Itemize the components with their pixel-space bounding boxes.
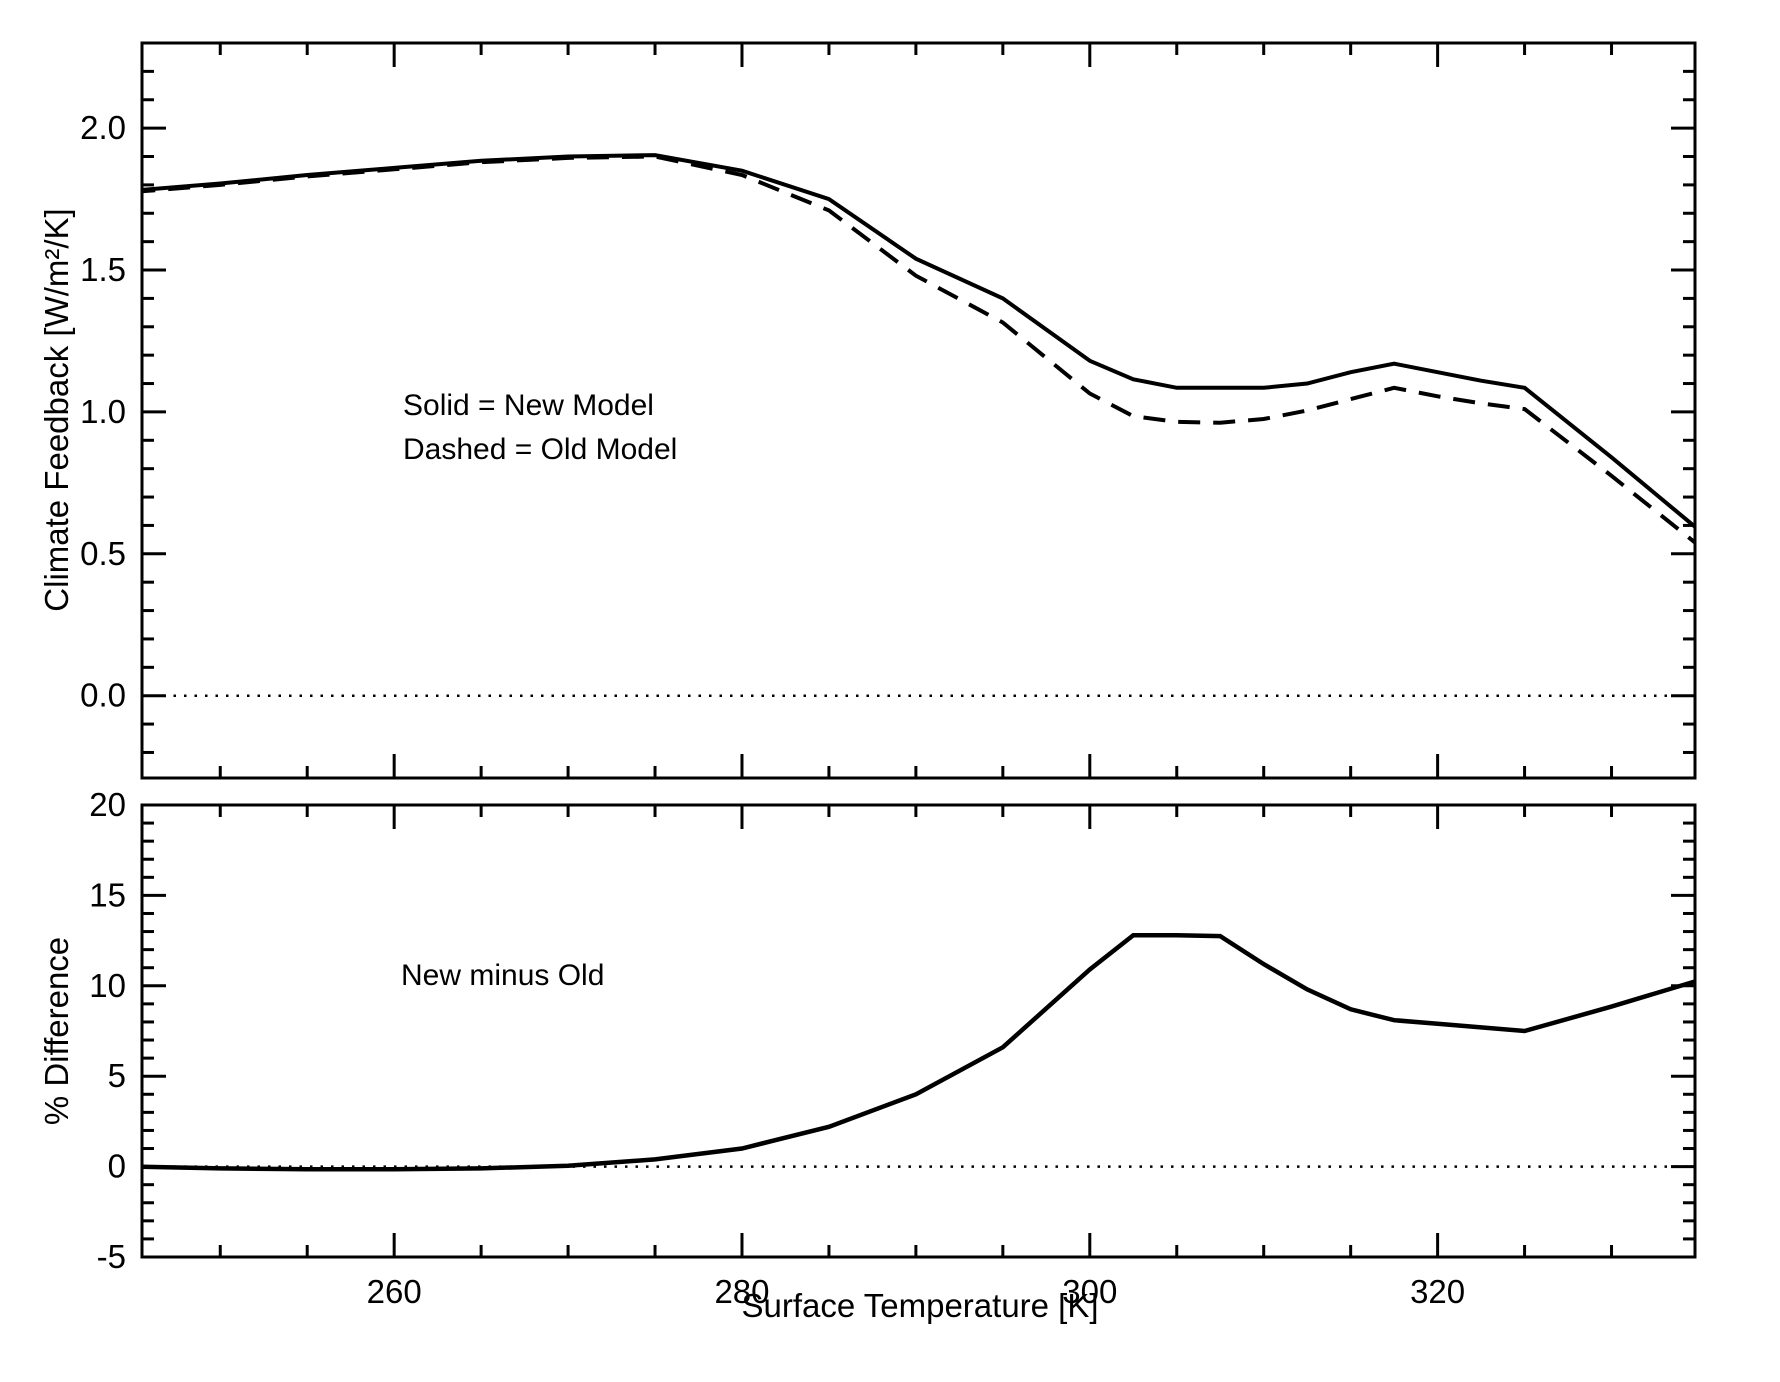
- y-tick-label: 2.0: [80, 109, 126, 146]
- panel-frame-bottom: [140, 803, 1697, 1259]
- x-tick-label: 320: [1410, 1273, 1465, 1310]
- x-axis-label: Surface Temperature [K]: [741, 1287, 1099, 1324]
- bottom-y-axis-label: % Difference: [38, 936, 75, 1126]
- y-tick-label: 0: [108, 1148, 126, 1185]
- old-model-line: [142, 154, 1695, 546]
- x-tick-label: 280: [714, 1273, 769, 1310]
- y-tick-label: 5: [108, 1057, 126, 1094]
- new-minus-old--line: [142, 932, 1695, 1172]
- y-tick-label: 10: [89, 967, 126, 1004]
- top-y-axis-label: Climate Feedback [W/m²/K]: [38, 208, 75, 612]
- new-model-line: [142, 153, 1695, 530]
- y-tick-label: 0.0: [80, 677, 126, 714]
- panel-frame-top: [140, 41, 1697, 780]
- legend-solid-text: Solid = New Model: [403, 389, 654, 422]
- y-tick-label: 20: [89, 786, 126, 823]
- y-tick-label: -5: [97, 1238, 126, 1275]
- x-tick-label: 300: [1062, 1273, 1117, 1310]
- y-tick-label: 0.5: [80, 535, 126, 572]
- difference-annotation: New minus Old: [401, 959, 605, 992]
- x-tick-label: 260: [367, 1273, 422, 1310]
- y-tick-label: 15: [89, 876, 126, 913]
- y-tick-label: 1.0: [80, 393, 126, 430]
- y-tick-label: 1.5: [80, 251, 126, 288]
- legend-dashed-text: Dashed = Old Model: [403, 433, 678, 466]
